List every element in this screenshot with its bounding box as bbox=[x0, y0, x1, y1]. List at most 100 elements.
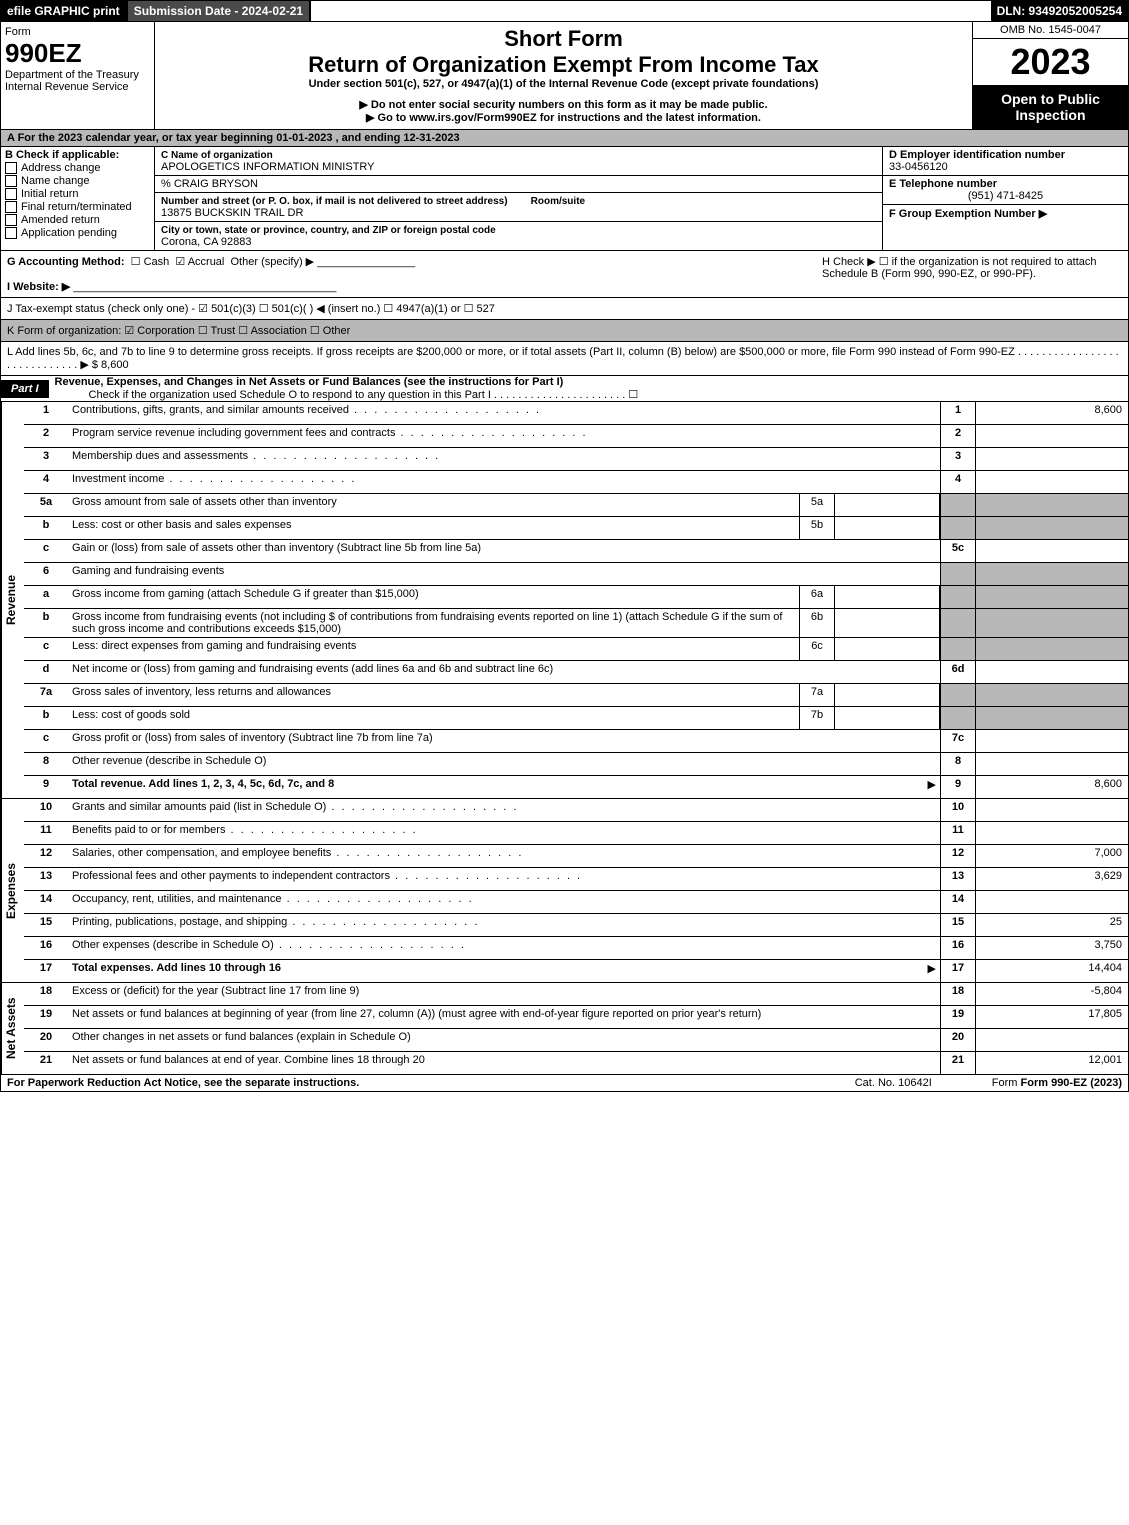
form-of-organization: K Form of organization: ☑ Corporation ☐ … bbox=[7, 324, 350, 337]
line-l-text: L Add lines 5b, 6c, and 7b to line 9 to … bbox=[7, 346, 1122, 371]
paperwork-notice: For Paperwork Reduction Act Notice, see … bbox=[7, 1077, 359, 1089]
line-5a-desc: Gross amount from sale of assets other t… bbox=[68, 494, 799, 516]
dept-treasury: Department of the Treasury bbox=[5, 69, 150, 81]
header-right: OMB No. 1545-0047 2023 Open to Public In… bbox=[972, 22, 1128, 129]
part-1-check: Check if the organization used Schedule … bbox=[49, 389, 639, 401]
line-14-value bbox=[975, 891, 1128, 913]
i-website: I Website: ▶ bbox=[7, 281, 70, 293]
line-10-desc: Grants and similar amounts paid (list in… bbox=[68, 799, 940, 821]
part-1-header: Part I Revenue, Expenses, and Changes in… bbox=[0, 376, 1129, 402]
city-state-zip: Corona, CA 92883 bbox=[161, 236, 252, 248]
line-3-desc: Membership dues and assessments bbox=[68, 448, 940, 470]
line-7a-desc: Gross sales of inventory, less returns a… bbox=[68, 684, 799, 706]
line-17-desc: Total expenses. Add lines 10 through 16 bbox=[72, 962, 281, 974]
line-8-value bbox=[975, 753, 1128, 775]
checkbox-name-change[interactable]: Name change bbox=[5, 175, 150, 187]
line-6a-desc: Gross income from gaming (attach Schedul… bbox=[68, 586, 799, 608]
line-3-value bbox=[975, 448, 1128, 470]
e-phone-label: E Telephone number bbox=[889, 178, 997, 190]
line-5b-desc: Less: cost or other basis and sales expe… bbox=[68, 517, 799, 539]
sections-b-to-f: B Check if applicable: Address change Na… bbox=[0, 147, 1129, 251]
line-17-value: 14,404 bbox=[975, 960, 1128, 982]
net-assets-section: Net Assets 18Excess or (deficit) for the… bbox=[0, 983, 1129, 1075]
under-section: Under section 501(c), 527, or 4947(a)(1)… bbox=[159, 78, 968, 90]
line-9-value: 8,600 bbox=[975, 776, 1128, 798]
omb-number: OMB No. 1545-0047 bbox=[973, 22, 1128, 39]
line-18-value: -5,804 bbox=[975, 983, 1128, 1005]
open-to-public: Open to Public Inspection bbox=[973, 85, 1128, 129]
footer: For Paperwork Reduction Act Notice, see … bbox=[0, 1075, 1129, 1092]
f-group-exemption: F Group Exemption Number ▶ bbox=[889, 208, 1047, 220]
ein-value: 33-0456120 bbox=[889, 161, 948, 173]
row-g-h: G Accounting Method: ☐ Cash ☑ Accrual Ot… bbox=[0, 251, 1129, 298]
line-10-value bbox=[975, 799, 1128, 821]
cat-no: Cat. No. 10642I bbox=[855, 1077, 932, 1089]
acct-other: Other (specify) ▶ bbox=[231, 256, 315, 268]
g-acct-label: G Accounting Method: bbox=[7, 256, 125, 268]
checkbox-final-return[interactable]: Final return/terminated bbox=[5, 201, 150, 213]
street-label: Number and street (or P. O. box, if mail… bbox=[161, 196, 508, 207]
acct-accrual: Accrual bbox=[188, 256, 225, 268]
checkbox-initial-return[interactable]: Initial return bbox=[5, 188, 150, 200]
line-20-desc: Other changes in net assets or fund bala… bbox=[68, 1029, 940, 1051]
line-4-desc: Investment income bbox=[68, 471, 940, 493]
line-9-desc: Total revenue. Add lines 1, 2, 3, 4, 5c,… bbox=[72, 778, 334, 790]
line-1-desc: Contributions, gifts, grants, and simila… bbox=[68, 402, 940, 424]
form-header: Form 990EZ Department of the Treasury In… bbox=[0, 22, 1129, 130]
d-ein-label: D Employer identification number bbox=[889, 149, 1065, 161]
line-7b-desc: Less: cost of goods sold bbox=[68, 707, 799, 729]
checkbox-amended-return[interactable]: Amended return bbox=[5, 214, 150, 226]
line-16-desc: Other expenses (describe in Schedule O) bbox=[68, 937, 940, 959]
no-ssn-warning: ▶ Do not enter social security numbers o… bbox=[159, 98, 968, 111]
line-11-desc: Benefits paid to or for members bbox=[68, 822, 940, 844]
goto-link-text: ▶ Go to www.irs.gov/Form990EZ for instru… bbox=[366, 112, 761, 124]
line-13-value: 3,629 bbox=[975, 868, 1128, 890]
expenses-section: Expenses 10Grants and similar amounts pa… bbox=[0, 799, 1129, 983]
line-8-desc: Other revenue (describe in Schedule O) bbox=[68, 753, 940, 775]
org-name: APOLOGETICS INFORMATION MINISTRY bbox=[161, 161, 375, 173]
line-6d-desc: Net income or (loss) from gaming and fun… bbox=[68, 661, 940, 683]
section-c: C Name of organization APOLOGETICS INFOR… bbox=[155, 147, 882, 250]
line-2-desc: Program service revenue including govern… bbox=[68, 425, 940, 447]
room-label: Room/suite bbox=[531, 196, 585, 207]
row-k-form-org: K Form of organization: ☑ Corporation ☐ … bbox=[0, 320, 1129, 342]
form-version: Form Form 990-EZ (2023) bbox=[992, 1077, 1122, 1089]
line-4-value bbox=[975, 471, 1128, 493]
expenses-label: Expenses bbox=[1, 799, 24, 982]
submission-date: Submission Date - 2024-02-21 bbox=[126, 1, 311, 21]
city-label: City or town, state or province, country… bbox=[161, 225, 496, 236]
line-14-desc: Occupancy, rent, utilities, and maintena… bbox=[68, 891, 940, 913]
section-d-e-f: D Employer identification number 33-0456… bbox=[882, 147, 1128, 250]
acct-cash: Cash bbox=[144, 256, 170, 268]
revenue-label: Revenue bbox=[1, 402, 24, 798]
row-a-tax-year: A For the 2023 calendar year, or tax yea… bbox=[0, 130, 1129, 147]
c-name-label: C Name of organization bbox=[161, 150, 273, 161]
section-b: B Check if applicable: Address change Na… bbox=[1, 147, 155, 250]
header-center: Short Form Return of Organization Exempt… bbox=[155, 22, 972, 129]
line-15-desc: Printing, publications, postage, and shi… bbox=[68, 914, 940, 936]
line-2-value bbox=[975, 425, 1128, 447]
top-bar: efile GRAPHIC print Submission Date - 20… bbox=[0, 0, 1129, 22]
goto-link[interactable]: ▶ Go to www.irs.gov/Form990EZ for instru… bbox=[159, 111, 968, 124]
line-20-value bbox=[975, 1029, 1128, 1051]
tax-year: 2023 bbox=[973, 39, 1128, 85]
line-11-value bbox=[975, 822, 1128, 844]
short-form-title: Short Form bbox=[159, 26, 968, 52]
line-6b-desc: Gross income from fundraising events (no… bbox=[68, 609, 799, 637]
line-7c-desc: Gross profit or (loss) from sales of inv… bbox=[68, 730, 940, 752]
line-6c-desc: Less: direct expenses from gaming and fu… bbox=[68, 638, 799, 660]
checkbox-address-change[interactable]: Address change bbox=[5, 162, 150, 174]
line-7c-value bbox=[975, 730, 1128, 752]
line-19-value: 17,805 bbox=[975, 1006, 1128, 1028]
line-16-value: 3,750 bbox=[975, 937, 1128, 959]
efile-graphic-print[interactable]: efile GRAPHIC print bbox=[1, 1, 126, 21]
line-12-desc: Salaries, other compensation, and employ… bbox=[68, 845, 940, 867]
line-13-desc: Professional fees and other payments to … bbox=[68, 868, 940, 890]
tax-exempt-status: J Tax-exempt status (check only one) - ☑… bbox=[7, 302, 495, 315]
netassets-label: Net Assets bbox=[1, 983, 24, 1074]
irs: Internal Revenue Service bbox=[5, 81, 150, 93]
part-1-label: Part I bbox=[1, 380, 49, 398]
checkbox-application-pending[interactable]: Application pending bbox=[5, 227, 150, 239]
line-6-desc: Gaming and fundraising events bbox=[68, 563, 940, 585]
dln: DLN: 93492052005254 bbox=[991, 1, 1128, 21]
